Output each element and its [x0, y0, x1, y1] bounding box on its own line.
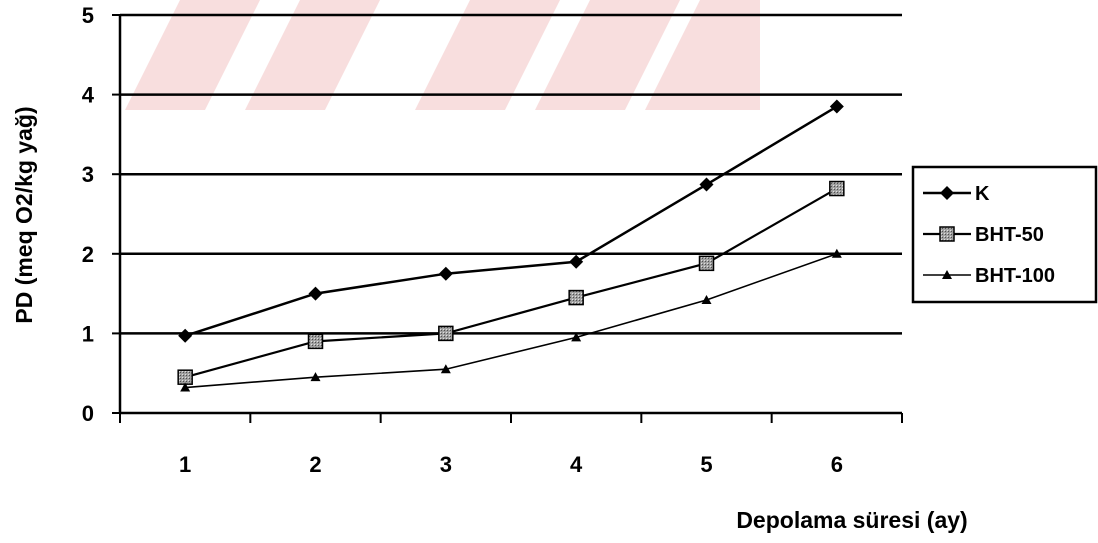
data-point-bht-50 — [568, 289, 584, 306]
series-line-bht-50 — [184, 187, 838, 379]
watermark-stripe — [125, 0, 260, 110]
data-point-k — [569, 254, 584, 269]
y-tick-label: 2 — [82, 242, 94, 267]
series-group — [177, 99, 845, 392]
data-point-bht-50 — [829, 180, 845, 197]
data-point-bht-50 — [177, 369, 193, 385]
watermark-stripe — [245, 0, 380, 110]
legend-label-bht-100: BHT-100 — [975, 265, 1055, 287]
x-tick-label: 6 — [831, 452, 843, 477]
watermark-stripe — [535, 0, 680, 110]
data-point-k — [438, 266, 453, 281]
data-point-k — [178, 328, 193, 343]
series-line-bht-100 — [185, 253, 838, 389]
legend-marker — [939, 226, 955, 242]
data-point-k — [308, 286, 323, 301]
y-tick-label: 3 — [82, 162, 94, 187]
y-tick-label: 5 — [82, 3, 94, 28]
gridlines — [120, 13, 902, 335]
watermark-stripe — [645, 0, 760, 110]
legend: K BHT-50 BHT-100 — [911, 165, 1098, 304]
data-point-bht-50 — [698, 255, 715, 272]
data-point-k — [829, 99, 844, 114]
x-axis-ticks: 1 2 3 4 5 6 — [119, 413, 903, 477]
legend-label-k: K — [975, 183, 990, 205]
data-point-bht-100 — [571, 332, 582, 342]
series-line-k — [184, 105, 838, 337]
y-axis-ticks: 0 1 2 3 4 5 — [82, 3, 120, 426]
x-tick-label: 3 — [440, 452, 452, 477]
data-point-bht-100 — [440, 364, 451, 374]
x-axis-title: Depolama süresi (ay) — [736, 507, 967, 533]
data-point-k — [699, 177, 714, 192]
x-tick-label: 2 — [309, 452, 321, 477]
legend-label-bht-50: BHT-50 — [975, 224, 1044, 246]
watermark-stripe — [415, 0, 560, 110]
data-point-bht-100 — [701, 294, 712, 304]
data-point-bht-50 — [307, 333, 324, 350]
y-axis-title: PD (meq O2/kg yağ) — [11, 106, 37, 323]
y-tick-label: 0 — [82, 401, 94, 426]
y-tick-label: 4 — [82, 83, 95, 108]
data-point-bht-100 — [831, 248, 842, 258]
x-tick-label: 5 — [700, 452, 712, 477]
y-tick-label: 1 — [82, 321, 94, 346]
data-point-bht-50 — [438, 325, 454, 342]
x-tick-label: 4 — [570, 452, 583, 477]
legend-marker — [942, 270, 952, 279]
data-point-bht-100 — [180, 382, 191, 392]
watermark — [125, 0, 760, 110]
data-point-bht-100 — [310, 372, 321, 382]
x-tick-label: 1 — [179, 452, 191, 477]
legend-marker — [940, 186, 954, 200]
